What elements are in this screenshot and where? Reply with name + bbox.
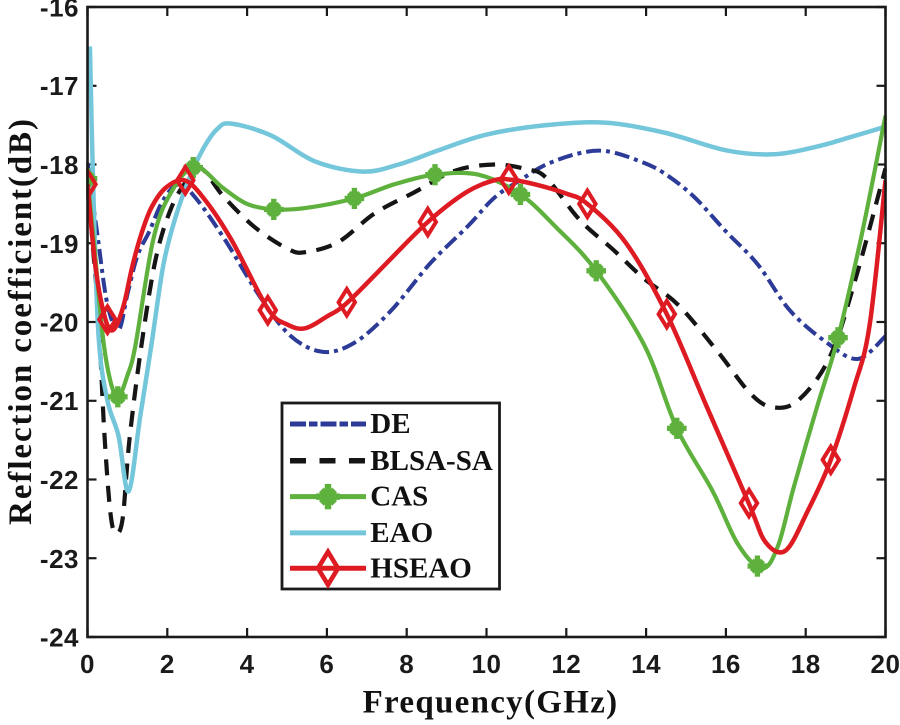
svg-text:-24: -24 — [40, 623, 79, 653]
svg-text:-22: -22 — [40, 465, 79, 495]
svg-text:Frequency(GHz): Frequency(GHz) — [363, 685, 619, 721]
svg-text:-19: -19 — [40, 229, 79, 259]
svg-text:BLSA-SA: BLSA-SA — [370, 445, 493, 477]
svg-text:EAO: EAO — [370, 517, 433, 549]
svg-text:20: 20 — [871, 649, 900, 679]
svg-text:10: 10 — [472, 649, 502, 679]
svg-text:4: 4 — [240, 649, 255, 679]
svg-text:0: 0 — [80, 649, 95, 679]
svg-text:-18: -18 — [40, 150, 79, 180]
svg-text:-16: -16 — [40, 0, 79, 23]
svg-text:-23: -23 — [40, 544, 79, 574]
svg-text:Reflection coefficient(dB): Reflection coefficient(dB) — [3, 117, 39, 525]
svg-text:8: 8 — [399, 649, 414, 679]
svg-text:2: 2 — [160, 649, 175, 679]
svg-text:18: 18 — [791, 649, 821, 679]
svg-text:-17: -17 — [40, 71, 79, 101]
svg-text:-21: -21 — [40, 386, 79, 416]
svg-text:HSEAO: HSEAO — [370, 552, 472, 584]
svg-text:CAS: CAS — [370, 481, 428, 513]
svg-text:DE: DE — [370, 408, 410, 440]
svg-text:-20: -20 — [40, 308, 79, 338]
svg-text:6: 6 — [319, 649, 334, 679]
svg-text:16: 16 — [711, 649, 741, 679]
svg-text:14: 14 — [631, 649, 661, 679]
svg-text:12: 12 — [551, 649, 581, 679]
